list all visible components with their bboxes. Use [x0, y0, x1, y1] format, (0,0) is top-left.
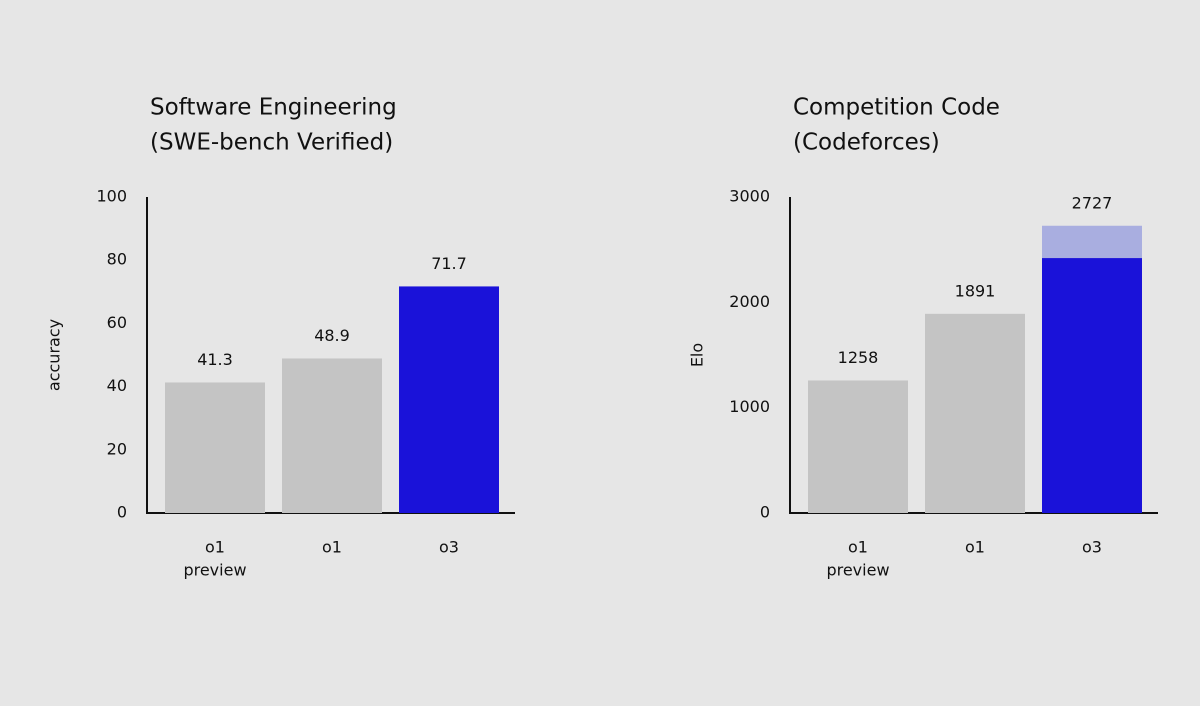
y-axis-label: accuracy — [45, 319, 64, 391]
chart-title: Competition Code — [793, 95, 1000, 121]
bar — [282, 358, 382, 513]
chart-title: (Codeforces) — [793, 130, 940, 156]
x-tick-label: o3 — [1082, 538, 1102, 557]
x-tick-label: o1 — [965, 538, 985, 557]
bar — [808, 380, 908, 513]
value-label: 41.3 — [197, 350, 233, 369]
bar — [399, 286, 499, 513]
bar — [165, 382, 265, 513]
bar-overlay — [1042, 258, 1142, 513]
y-tick-label: 80 — [107, 250, 127, 269]
y-tick-label: 0 — [117, 503, 127, 522]
value-label: 48.9 — [314, 326, 350, 345]
value-label: 1891 — [955, 281, 996, 300]
chart-title: (SWE-bench Verified) — [150, 130, 393, 156]
y-tick-label: 100 — [96, 187, 127, 206]
x-tick-label: o1 — [848, 538, 868, 557]
y-tick-label: 60 — [107, 313, 127, 332]
y-tick-label: 20 — [107, 439, 127, 458]
y-tick-label: 0 — [760, 503, 770, 522]
x-tick-label: o1 — [205, 538, 225, 557]
y-tick-label: 1000 — [729, 397, 770, 416]
y-tick-label: 40 — [107, 376, 127, 395]
value-label: 2727 — [1072, 193, 1113, 212]
value-label: 71.7 — [431, 254, 467, 273]
y-tick-label: 2000 — [729, 292, 770, 311]
y-axis-label: Elo — [688, 343, 707, 367]
y-tick-label: 3000 — [729, 187, 770, 206]
bar — [925, 313, 1025, 513]
x-tick-label: o1 — [322, 538, 342, 557]
x-tick-label: preview — [183, 561, 246, 580]
x-tick-label: o3 — [439, 538, 459, 557]
x-tick-label: preview — [826, 561, 889, 580]
chart-title: Software Engineering — [150, 95, 397, 121]
value-label: 1258 — [838, 348, 879, 367]
